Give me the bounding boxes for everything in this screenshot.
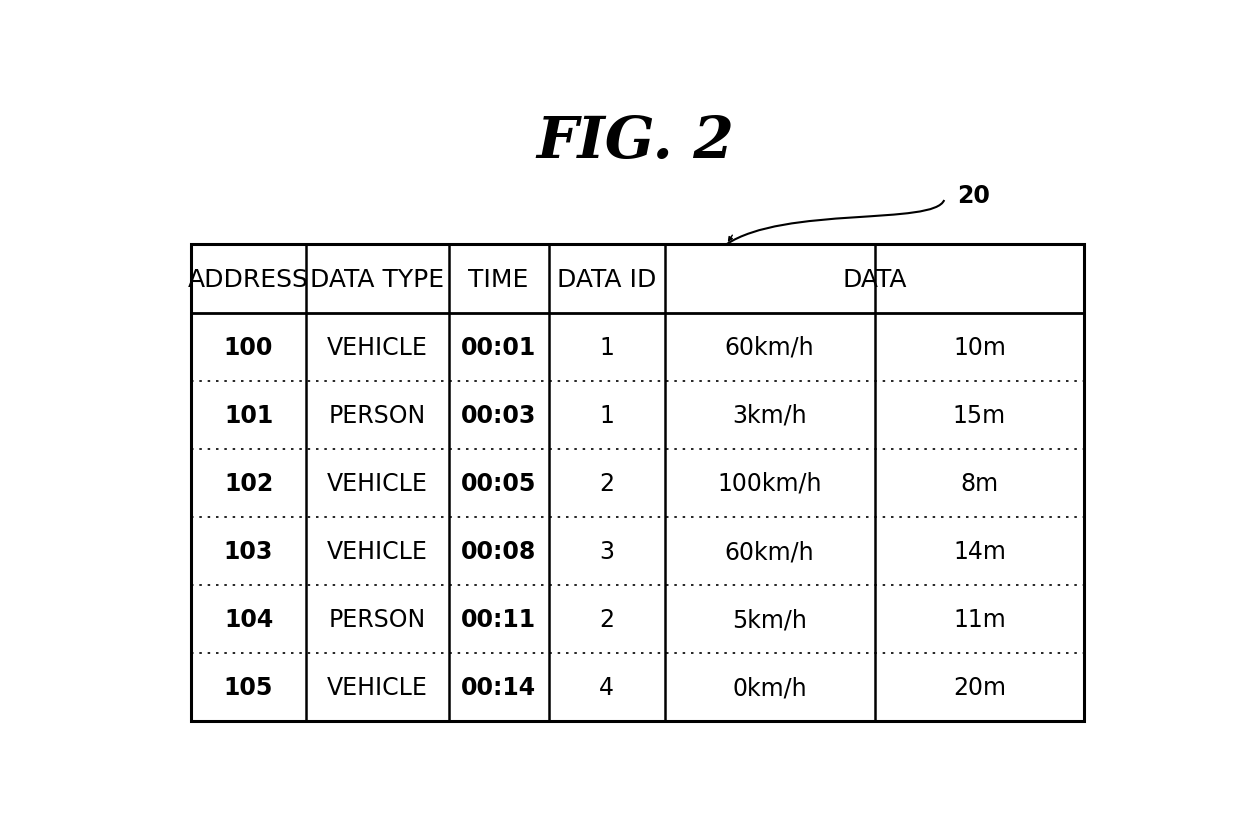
Text: 14m: 14m — [953, 539, 1006, 563]
Text: 3: 3 — [600, 539, 615, 563]
Text: PERSON: PERSON — [328, 403, 426, 427]
Text: 20: 20 — [957, 184, 990, 207]
Text: 00:08: 00:08 — [461, 539, 536, 563]
Text: 0km/h: 0km/h — [732, 675, 807, 700]
Text: VEHICLE: VEHICLE — [327, 335, 427, 359]
Text: DATA ID: DATA ID — [556, 268, 657, 291]
Text: 2: 2 — [600, 608, 615, 631]
Text: TIME: TIME — [468, 268, 529, 291]
Text: 8m: 8m — [960, 472, 999, 495]
Text: DATA: DATA — [843, 268, 907, 291]
Text: 00:01: 00:01 — [461, 335, 536, 359]
Text: 10m: 10m — [953, 335, 1006, 359]
Text: 102: 102 — [224, 472, 273, 495]
Text: 5km/h: 5km/h — [732, 608, 807, 631]
Text: DATA TYPE: DATA TYPE — [310, 268, 444, 291]
Text: 105: 105 — [224, 675, 274, 700]
Text: 20m: 20m — [953, 675, 1006, 700]
Text: 1: 1 — [600, 335, 615, 359]
Text: 00:03: 00:03 — [461, 403, 536, 427]
Text: 100: 100 — [224, 335, 274, 359]
Text: 15m: 15m — [953, 403, 1006, 427]
Text: VEHICLE: VEHICLE — [327, 675, 427, 700]
Text: 00:14: 00:14 — [461, 675, 536, 700]
Text: 60km/h: 60km/h — [725, 335, 814, 359]
Text: 4: 4 — [600, 675, 615, 700]
Text: 3km/h: 3km/h — [732, 403, 807, 427]
Text: ADDRESS: ADDRESS — [188, 268, 309, 291]
Text: 103: 103 — [224, 539, 274, 563]
Text: 00:05: 00:05 — [461, 472, 536, 495]
Text: PERSON: PERSON — [328, 608, 426, 631]
Text: 104: 104 — [224, 608, 273, 631]
Text: 100km/h: 100km/h — [717, 472, 821, 495]
Text: VEHICLE: VEHICLE — [327, 539, 427, 563]
Text: 1: 1 — [600, 403, 615, 427]
Text: 60km/h: 60km/h — [725, 539, 814, 563]
Text: 101: 101 — [224, 403, 273, 427]
Text: 2: 2 — [600, 472, 615, 495]
Text: 00:11: 00:11 — [461, 608, 536, 631]
Text: FIG. 2: FIG. 2 — [536, 114, 733, 171]
Text: 11m: 11m — [953, 608, 1006, 631]
Text: VEHICLE: VEHICLE — [327, 472, 427, 495]
Bar — [191, 245, 1084, 721]
